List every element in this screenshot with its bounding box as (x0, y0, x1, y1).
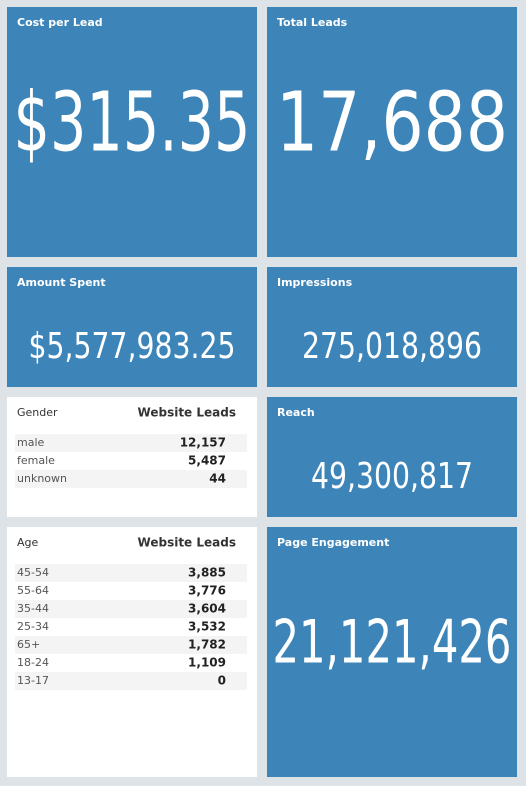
tile-title: Amount Spent (17, 276, 106, 289)
tile-title: Impressions (277, 276, 353, 289)
table-row (15, 434, 247, 452)
row-label: female (17, 454, 55, 467)
row-value: 5,487 (188, 454, 226, 468)
tile (267, 267, 517, 387)
tile-value: $315.35 (14, 75, 251, 170)
row-label: 25-34 (17, 620, 49, 633)
row-value: 1,109 (188, 656, 226, 670)
table-row (15, 600, 247, 618)
table-row (15, 452, 247, 470)
row-value: 0 (218, 674, 226, 688)
row-label: 45-54 (17, 566, 49, 579)
tile-title: Reach (277, 406, 315, 419)
table-row (15, 618, 247, 636)
row-label: 65+ (17, 638, 40, 651)
row-label: 13-17 (17, 674, 49, 687)
tile (7, 267, 257, 387)
tile (267, 397, 517, 517)
row-label: 35-44 (17, 602, 49, 615)
tile-value: 17,688 (276, 75, 508, 170)
tile-value: $5,577,983.25 (29, 326, 236, 367)
row-value: 1,782 (188, 638, 226, 652)
table-header: Gender (17, 406, 58, 419)
tile (7, 7, 257, 257)
table-row (15, 654, 247, 672)
row-value: 3,885 (188, 566, 226, 580)
tile (267, 7, 517, 257)
row-value: 3,604 (188, 602, 226, 616)
table-header: Website Leads (138, 406, 236, 420)
table-row (15, 636, 247, 654)
row-value: 12,157 (180, 436, 226, 450)
row-label: 55-64 (17, 584, 49, 597)
table-header: Website Leads (138, 536, 236, 550)
row-label: male (17, 436, 45, 449)
row-value: 3,776 (188, 584, 226, 598)
tile (267, 527, 517, 777)
row-value: 3,532 (188, 620, 226, 634)
tile-value: 275,018,896 (302, 326, 482, 367)
row-label: unknown (17, 472, 67, 485)
row-label: 18-24 (17, 656, 49, 669)
table-row (15, 470, 247, 488)
tile-title: Total Leads (277, 16, 348, 29)
table-row (15, 564, 247, 582)
row-value: 44 (209, 472, 226, 486)
table-row (15, 672, 247, 690)
table-row (15, 582, 247, 600)
tile-title: Page Engagement (277, 536, 389, 549)
tile-value: 21,121,426 (273, 608, 512, 678)
table-header: Age (17, 536, 39, 549)
tile-title: Cost per Lead (17, 16, 103, 29)
tile-value: 49,300,817 (311, 456, 473, 497)
